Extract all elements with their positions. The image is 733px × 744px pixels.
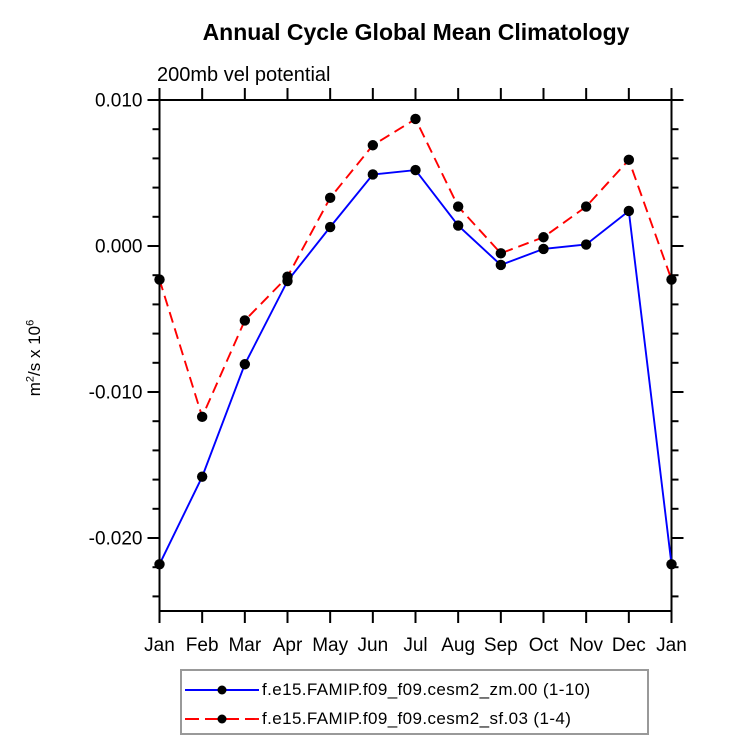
x-tick-label: Jan: [656, 635, 687, 656]
marker-s1-Sep: [495, 248, 507, 259]
marker-s1-Mar: [239, 315, 251, 326]
marker-s0-Jan: [666, 559, 677, 570]
marker-s0-Jul: [410, 164, 421, 176]
legend-item-sf03: f.e15.FAMIP.f09_f09.cesm2_sf.03 (1-4): [185, 707, 571, 731]
marker-s1-Aug: [452, 201, 464, 212]
marker-s1-Jan: [154, 274, 165, 285]
marker-s1-Jun: [367, 140, 379, 151]
marker-s1-Jan: [666, 274, 677, 285]
y-tick-label: -0.020: [89, 529, 143, 550]
marker-s0-Feb: [196, 471, 208, 482]
x-tick-label: Oct: [529, 635, 559, 656]
marker-s0-Dec: [623, 205, 635, 217]
x-tick-label: Jun: [358, 635, 389, 656]
series-line-1: [158, 117, 673, 420]
marker-s1-Oct: [538, 232, 549, 243]
marker-s0-Nov: [580, 239, 592, 250]
y-tick-label: 0.000: [95, 237, 143, 258]
chart-subtitle: 200mb vel potential: [157, 64, 331, 86]
x-tick-label: Dec: [612, 635, 646, 656]
marker-s0-Sep: [495, 259, 507, 271]
x-tick-label: Jan: [144, 635, 175, 656]
legend-marker-1: [217, 714, 227, 724]
marker-s1-Dec: [623, 154, 635, 166]
legend-box: f.e15.FAMIP.f09_f09.cesm2_zm.00 (1-10) f…: [180, 669, 649, 735]
marker-s1-Nov: [580, 201, 592, 212]
legend-label: f.e15.FAMIP.f09_f09.cesm2_zm.00 (1-10): [262, 680, 591, 699]
x-tick-label: May: [312, 635, 348, 656]
plot-border: [158, 99, 673, 612]
x-tick-label: Apr: [273, 635, 303, 656]
x-tick-label: Nov: [569, 635, 603, 656]
marker-s0-Aug: [452, 220, 464, 231]
axis-ticks: [147, 88, 684, 623]
axis-tick-labels: Jan Feb Mar Apr May Jun Jul Aug Sep Oct Nov Dec Jan 0…: [89, 91, 687, 657]
legend-sample-line-dashed: [185, 714, 259, 724]
x-tick-label: Sep: [484, 635, 518, 656]
series-line-0: [158, 169, 673, 565]
marker-s1-May: [324, 192, 336, 204]
marker-s1-Feb: [196, 411, 208, 423]
marker-s0-Mar: [239, 359, 251, 370]
series-lines: [158, 117, 673, 565]
marker-s0-Jan: [154, 559, 165, 570]
legend-item-zm00: f.e15.FAMIP.f09_f09.cesm2_zm.00 (1-10): [185, 678, 591, 702]
plot-frame: [158, 99, 673, 612]
x-tick-label: Jul: [403, 635, 427, 656]
chart-title: Annual Cycle Global Mean Climatology: [202, 19, 630, 45]
marker-s0-Oct: [538, 243, 549, 255]
y-tick-label: -0.010: [89, 383, 143, 404]
marker-s0-Jun: [367, 169, 379, 180]
x-tick-label: Feb: [186, 635, 219, 656]
legend-marker-0: [217, 685, 227, 695]
marker-s0-May: [324, 221, 336, 233]
legend-sample-line-solid: [185, 685, 259, 695]
legend-label: f.e15.FAMIP.f09_f09.cesm2_sf.03 (1-4): [262, 709, 572, 728]
marker-s1-Jul: [410, 113, 421, 125]
x-tick-label: Aug: [441, 635, 475, 656]
x-tick-label: Mar: [228, 635, 261, 656]
marker-s1-Apr: [282, 271, 293, 282]
y-tick-label: 0.010: [95, 91, 143, 112]
data-markers: [154, 113, 677, 570]
